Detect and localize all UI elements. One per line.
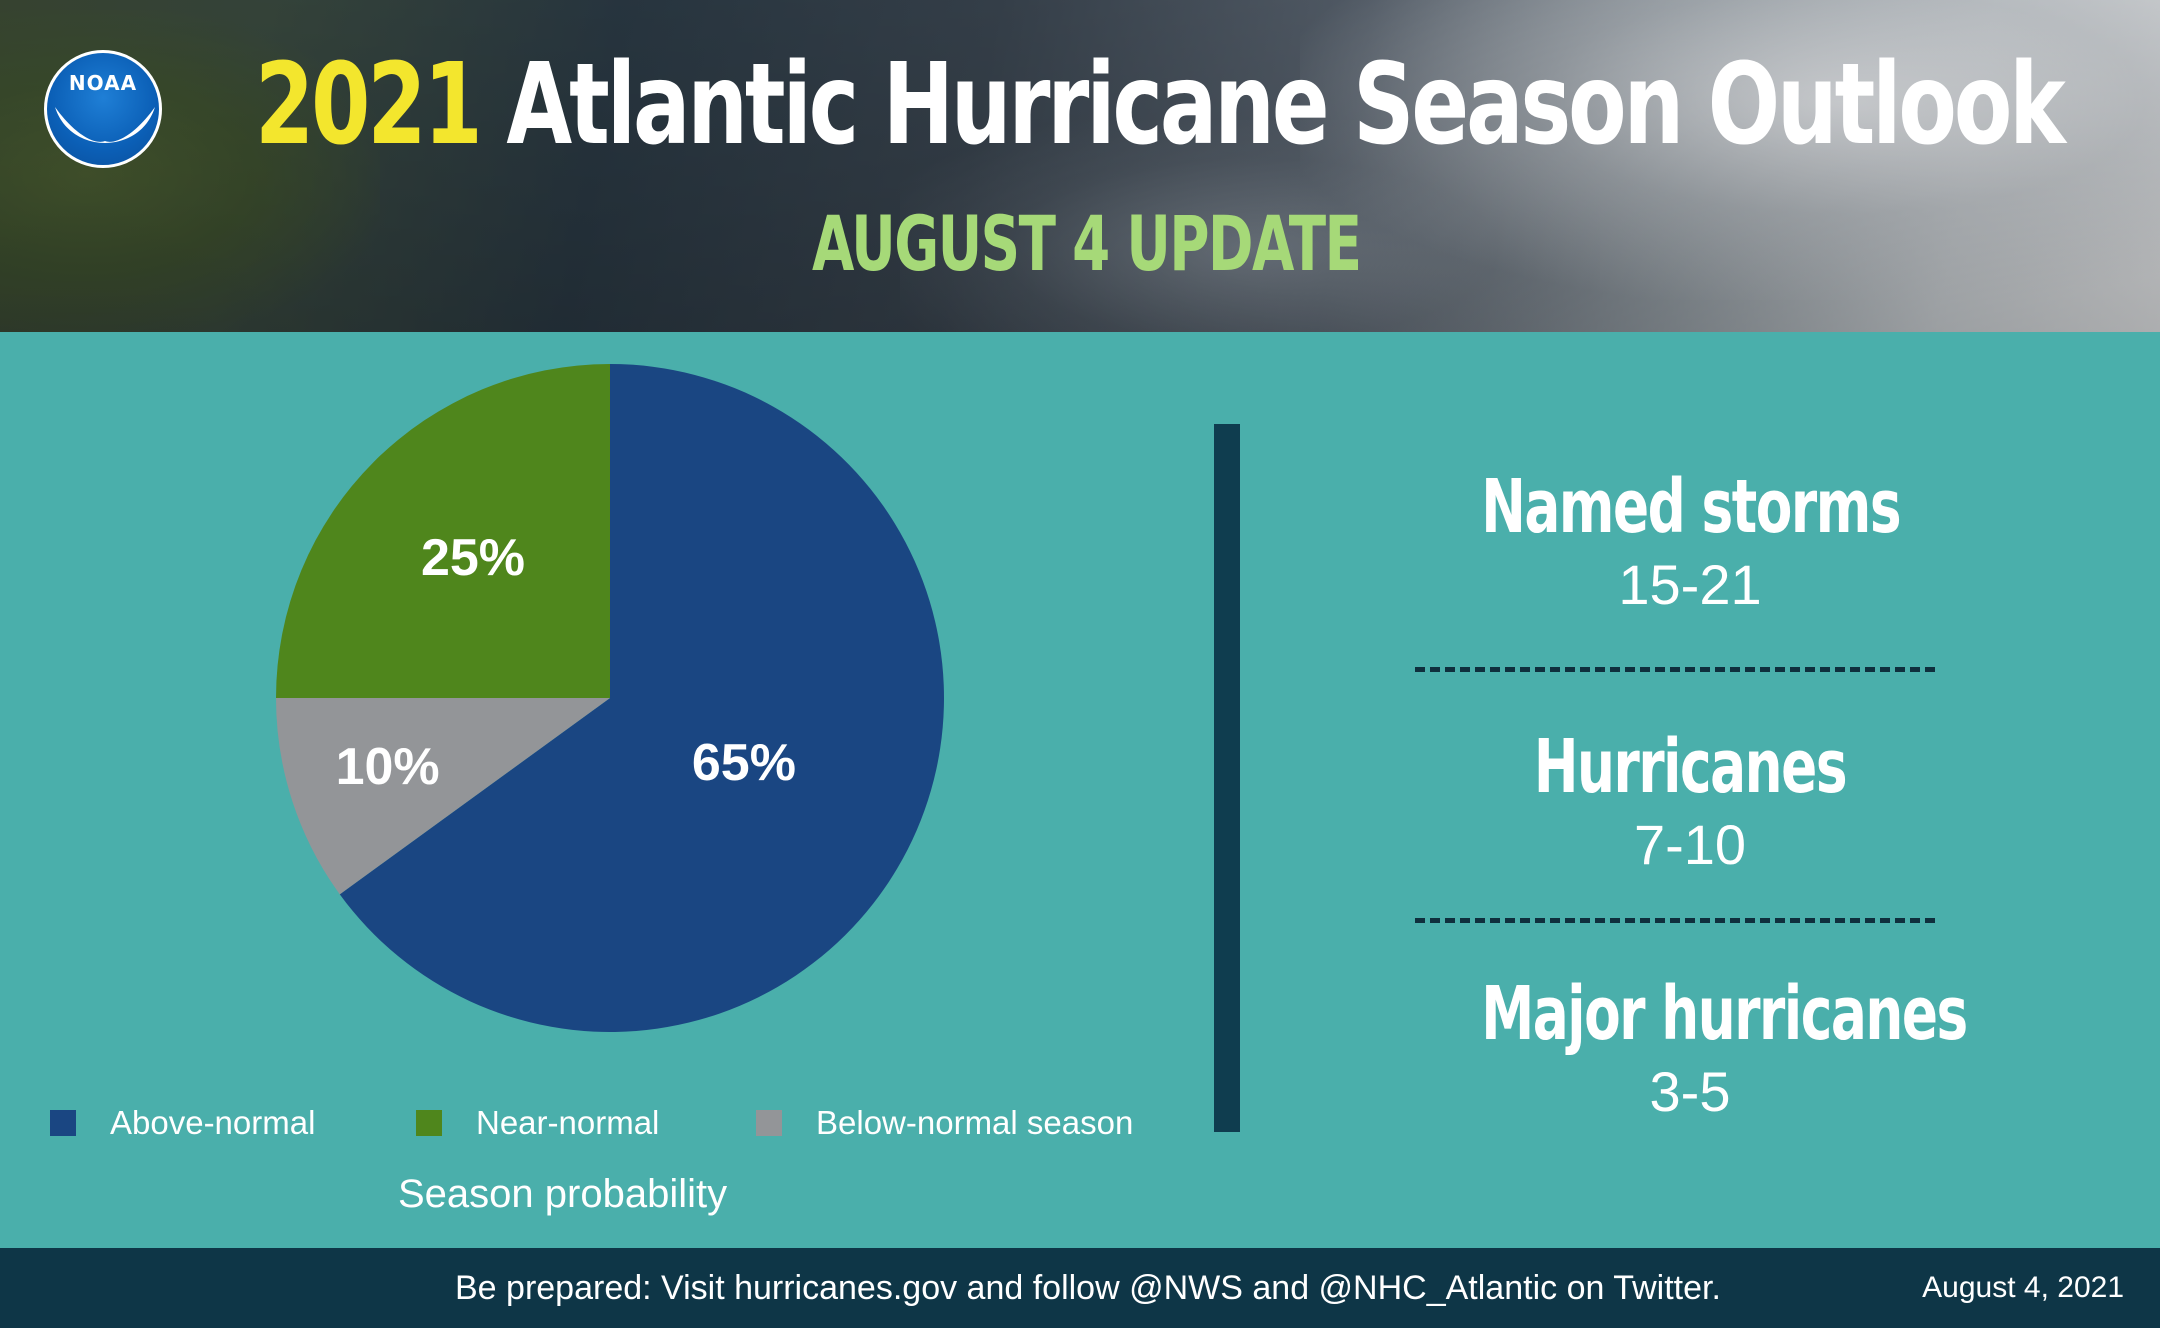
page-title: 2021 Atlantic Hurricane Season Outlook [255,30,2066,180]
pie-data-label: 25% [421,529,525,587]
title-text: Atlantic Hurricane Season Outlook [506,40,2066,170]
title-year: 2021 [255,40,483,170]
stat-hurricanes: Hurricanes 7-10 [1400,722,1980,878]
dashed-divider [1415,918,1935,923]
footer-bar: Be prepared: Visit hurricanes.gov and fo… [0,1248,2160,1328]
chart-title: Season probability [398,1172,728,1216]
pie-data-label: 65% [692,734,796,792]
legend-swatch [416,1110,442,1136]
header-banner [0,0,2160,332]
dashed-divider [1415,667,1935,672]
pie-slice-near-normal [276,364,610,698]
pie-slice-below-normal-season [276,698,610,895]
noaa-logo: NOAA [44,50,162,168]
legend-item-below-normal: Below-normal season [756,1098,1133,1148]
seagull-icon [55,107,155,143]
stat-value: 3-5 [1649,1060,1731,1123]
pie-data-label: 10% [336,738,440,796]
stat-title: Named storms [1481,464,1901,550]
footer-message: Be prepared: Visit hurricanes.gov and fo… [455,1269,1721,1307]
page-subtitle: AUGUST 4 UPDATE [812,199,1362,288]
stat-title: Hurricanes [1533,724,1848,810]
pie-slice-above-normal [339,364,945,1032]
footer-date: August 4, 2021 [1922,1271,2124,1304]
legend-swatch [50,1110,76,1136]
vertical-divider [1214,424,1240,1132]
stat-value: 15-21 [1618,553,1762,616]
chart-legend: Above-normal Near-normal Below-normal se… [0,1098,1200,1148]
satellite-cloud [1300,0,2160,300]
legend-item-above-normal: Above-normal [50,1098,315,1148]
stat-title: Major hurricanes [1481,971,1968,1057]
stat-major-hurricanes: Major hurricanes 3-5 [1400,969,1980,1125]
legend-swatch [756,1110,782,1136]
stat-named-storms: Named storms 15-21 [1400,462,1980,618]
stat-value: 7-10 [1633,813,1747,876]
season-probability-pie-chart: 65% 10% 25% [276,364,945,1032]
legend-item-near-normal: Near-normal [416,1098,659,1148]
